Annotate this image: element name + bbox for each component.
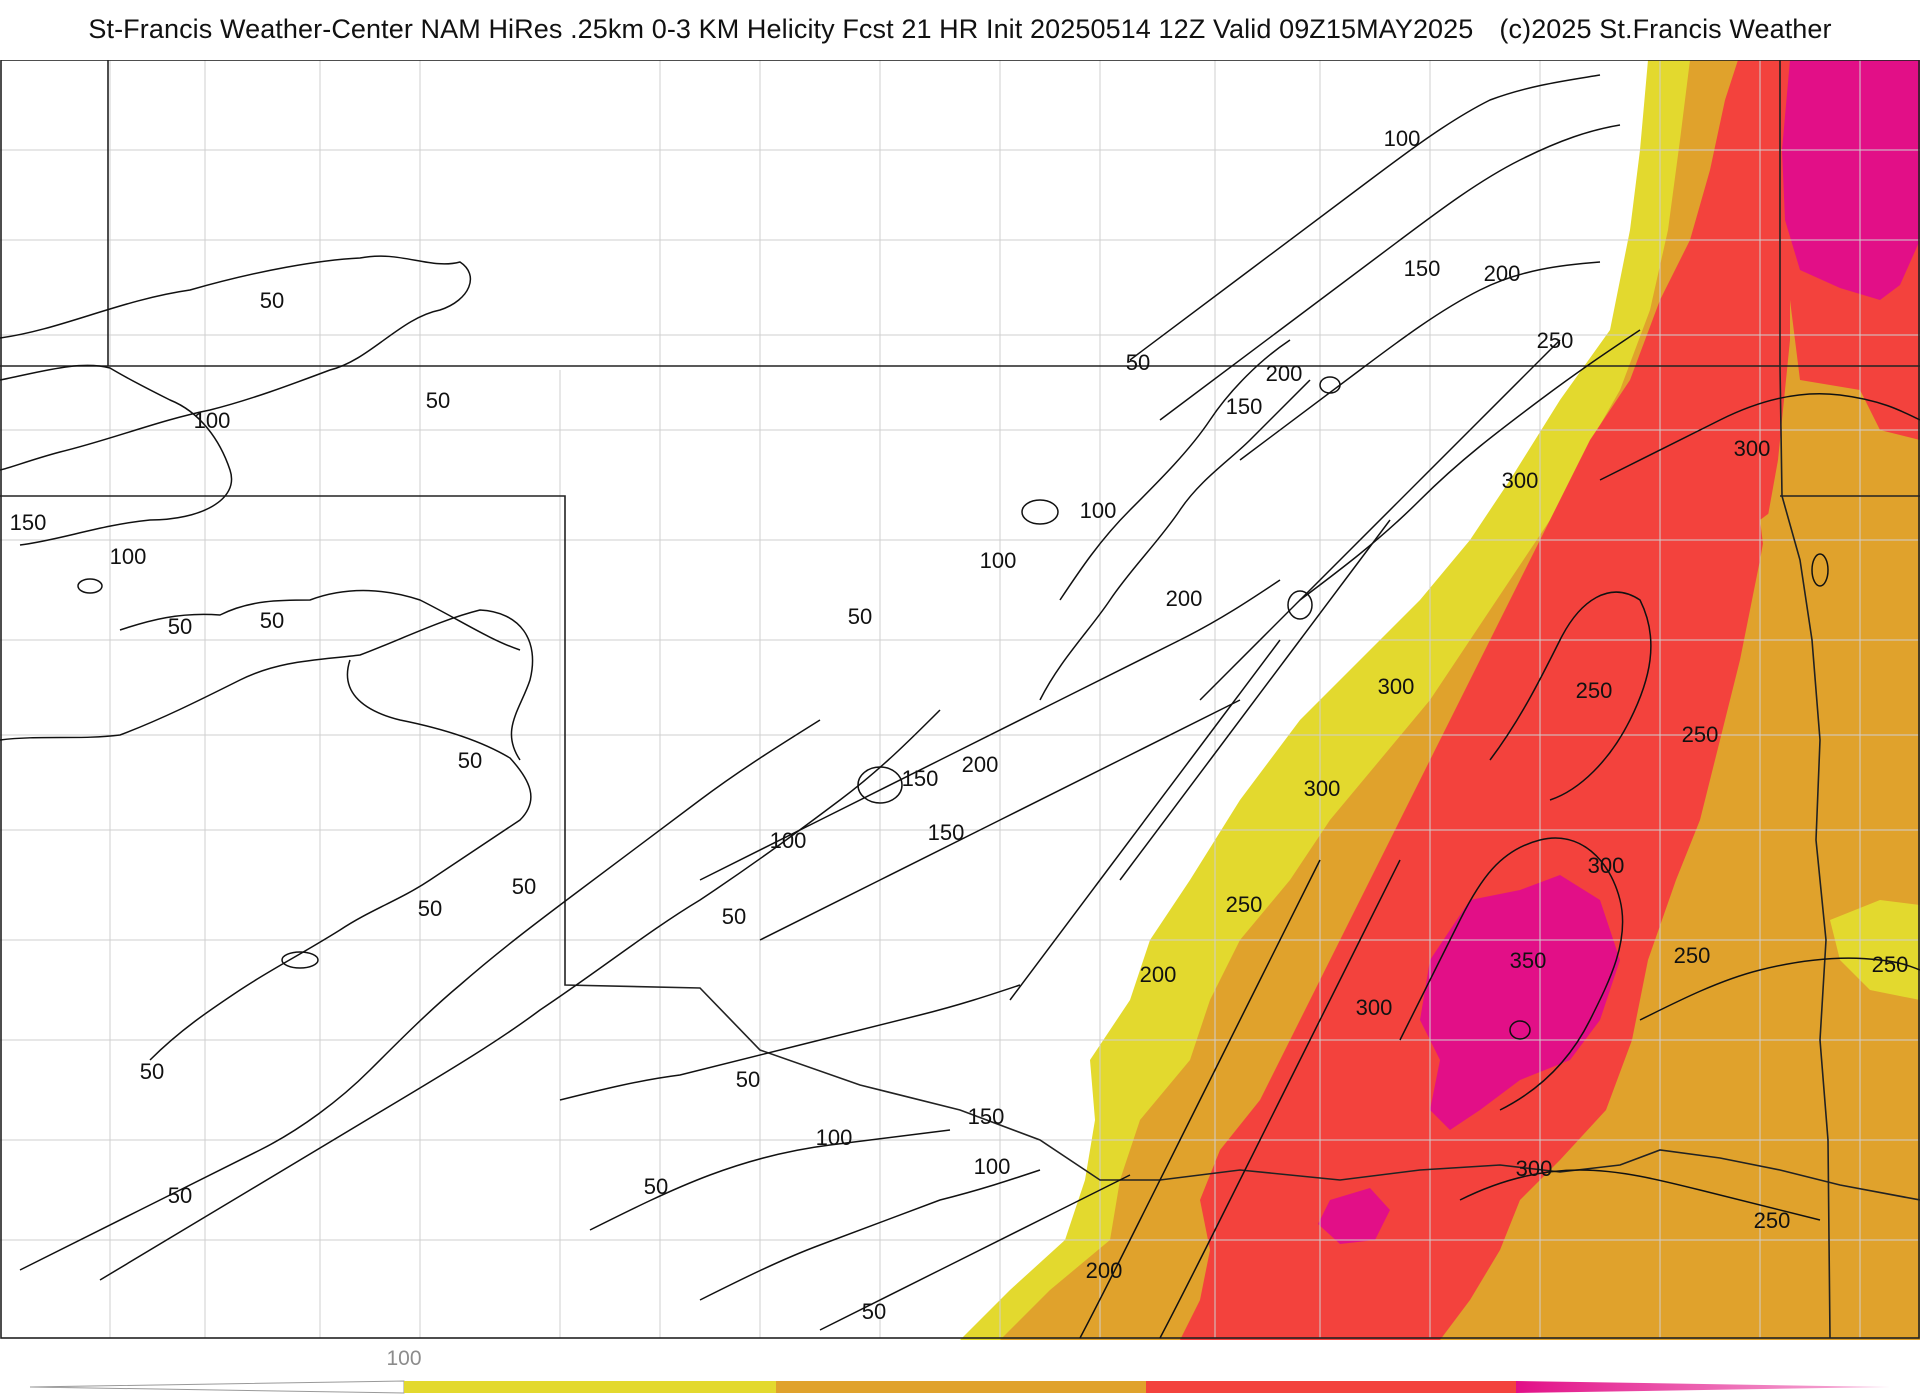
map-title: St-Francis Weather-Center NAM HiRes .25k… [0, 14, 1920, 45]
colorbar-orange-segment [776, 1381, 1146, 1393]
state-borders [0, 60, 1920, 1339]
contour-label: 300 [1734, 436, 1771, 461]
helicity-fill [960, 60, 1920, 1340]
contour-label: 200 [1484, 261, 1521, 286]
contour-label: 150 [902, 766, 939, 791]
contour-label: 100 [1080, 498, 1117, 523]
helicity-contours [0, 74, 1920, 1339]
contour-label: 250 [1576, 678, 1613, 703]
contour-label: 150 [1404, 256, 1441, 281]
copyright-text: (c)2025 St.Francis Weather [1499, 14, 1832, 44]
contour-label: 50 [512, 874, 536, 899]
colorbar-white-segment [29, 1380, 405, 1394]
contour-label: 150 [10, 510, 47, 535]
contour-label: 50 [644, 1174, 668, 1199]
contour-label: 50 [418, 896, 442, 921]
contour-label: 250 [1872, 952, 1909, 977]
contour-label: 250 [1226, 892, 1263, 917]
contour-label: 300 [1502, 468, 1539, 493]
colorbar-magenta-segment [1516, 1381, 1890, 1393]
colorbar-red-segment [1146, 1381, 1516, 1393]
contour-label: 300 [1304, 776, 1341, 801]
contour-label: 200 [1166, 586, 1203, 611]
contour-label: 100 [816, 1125, 853, 1150]
contour-label: 150 [1226, 394, 1263, 419]
colorbar: 100 [29, 1347, 1890, 1394]
fill-hole-2 [1830, 900, 1920, 1000]
contour-label: 100 [974, 1154, 1011, 1179]
fill-hole-1 [1760, 490, 1860, 640]
colorbar-yellow-segment [404, 1381, 776, 1393]
contour-label: 50 [260, 288, 284, 313]
contour-label: 150 [968, 1104, 1005, 1129]
contour-label: 100 [980, 548, 1017, 573]
contour-label: 250 [1674, 943, 1711, 968]
fill-magenta-central [1420, 875, 1620, 1130]
fill-magenta-north [1782, 60, 1920, 300]
contour-label: 50 [458, 748, 482, 773]
contour-label: 200 [1086, 1258, 1123, 1283]
contour-label: 300 [1356, 995, 1393, 1020]
contour-label: 250 [1537, 328, 1574, 353]
contour-label: 50 [426, 388, 450, 413]
contour-label: 50 [260, 608, 284, 633]
contour-label: 50 [168, 614, 192, 639]
contour-label: 350 [1510, 948, 1547, 973]
contour-label: 150 [928, 820, 965, 845]
contour-label: 250 [1682, 722, 1719, 747]
contour-label: 100 [770, 828, 807, 853]
contour-label: 50 [736, 1067, 760, 1092]
contour-label: 50 [1126, 350, 1150, 375]
contour-label: 300 [1378, 674, 1415, 699]
contour-label: 300 [1516, 1156, 1553, 1181]
contour-label: 50 [862, 1299, 886, 1324]
title-text: St-Francis Weather-Center NAM HiRes .25k… [88, 14, 1474, 44]
fill-red-band [1180, 60, 1795, 1340]
fill-magenta-south [1318, 1188, 1390, 1244]
contour-label: 100 [194, 408, 231, 433]
contour-label: 250 [1754, 1208, 1791, 1233]
contour-label: 50 [848, 604, 872, 629]
colorbar-tick-label: 100 [386, 1347, 421, 1370]
contour-label: 100 [1384, 126, 1421, 151]
contour-label: 200 [962, 752, 999, 777]
contour-label: 200 [1140, 962, 1177, 987]
contour-label: 50 [140, 1059, 164, 1084]
contour-label: 50 [722, 904, 746, 929]
contour-label: 100 [110, 544, 147, 569]
contour-label: 50 [168, 1183, 192, 1208]
county-lines [0, 60, 1920, 1338]
contour-label: 200 [1266, 361, 1303, 386]
contour-label: 300 [1588, 853, 1625, 878]
